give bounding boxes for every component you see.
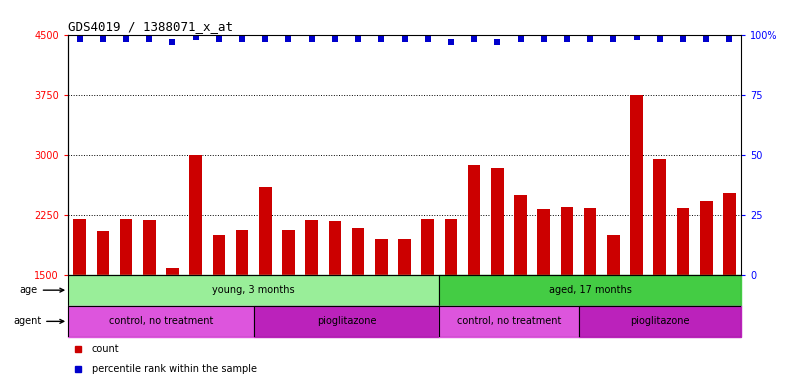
Bar: [375, 238, 388, 275]
Point: [491, 39, 504, 45]
Point: [607, 36, 620, 43]
Point: [259, 36, 272, 43]
Bar: [537, 209, 550, 275]
Point: [654, 36, 666, 43]
Bar: [352, 228, 364, 275]
Point: [143, 36, 155, 43]
Point: [700, 36, 713, 43]
Bar: [514, 195, 527, 275]
Bar: [578, 306, 741, 337]
Bar: [96, 230, 109, 275]
Bar: [421, 219, 434, 275]
Bar: [189, 156, 202, 275]
Point: [212, 36, 225, 43]
Bar: [439, 306, 578, 337]
Bar: [259, 187, 272, 275]
Point: [630, 34, 643, 40]
Text: control, no treatment: control, no treatment: [109, 316, 213, 326]
Point: [189, 34, 202, 40]
Bar: [254, 306, 439, 337]
Point: [73, 36, 86, 43]
Text: percentile rank within the sample: percentile rank within the sample: [91, 364, 256, 374]
Bar: [607, 235, 620, 275]
Point: [375, 36, 388, 43]
Point: [235, 36, 248, 43]
Bar: [282, 230, 295, 275]
Bar: [700, 201, 713, 275]
Bar: [68, 306, 254, 337]
Point: [328, 36, 341, 43]
Text: pioglitazone: pioglitazone: [316, 316, 376, 326]
Bar: [235, 230, 248, 275]
Bar: [166, 268, 179, 275]
Point: [468, 36, 481, 43]
Bar: [74, 218, 86, 275]
Bar: [212, 235, 225, 275]
Bar: [68, 275, 439, 306]
Bar: [654, 159, 666, 275]
Bar: [491, 168, 504, 275]
Point: [445, 39, 457, 45]
Bar: [119, 218, 132, 275]
Point: [282, 36, 295, 43]
Bar: [584, 208, 597, 275]
Bar: [445, 218, 457, 275]
Point: [584, 36, 597, 43]
Point: [677, 36, 690, 43]
Bar: [398, 239, 411, 275]
Bar: [305, 220, 318, 275]
Point: [119, 36, 132, 43]
Bar: [143, 220, 155, 275]
Text: pioglitazone: pioglitazone: [630, 316, 690, 326]
Point: [537, 36, 550, 43]
Text: count: count: [91, 344, 119, 354]
Point: [398, 36, 411, 43]
Text: GDS4019 / 1388071_x_at: GDS4019 / 1388071_x_at: [68, 20, 233, 33]
Bar: [328, 221, 341, 275]
Point: [514, 36, 527, 43]
Point: [305, 36, 318, 43]
Bar: [439, 275, 741, 306]
Text: young, 3 months: young, 3 months: [212, 285, 295, 295]
Text: age: age: [20, 285, 64, 295]
Point: [723, 36, 736, 43]
Text: aged, 17 months: aged, 17 months: [549, 285, 631, 295]
Text: control, no treatment: control, no treatment: [457, 316, 561, 326]
Point: [96, 36, 109, 43]
Bar: [723, 193, 735, 275]
Text: agent: agent: [13, 316, 64, 326]
Point: [421, 36, 434, 43]
Bar: [468, 165, 481, 275]
Point: [352, 36, 364, 43]
Point: [561, 36, 574, 43]
Bar: [677, 208, 690, 275]
Bar: [630, 94, 643, 275]
Bar: [561, 207, 574, 275]
Point: [166, 39, 179, 45]
